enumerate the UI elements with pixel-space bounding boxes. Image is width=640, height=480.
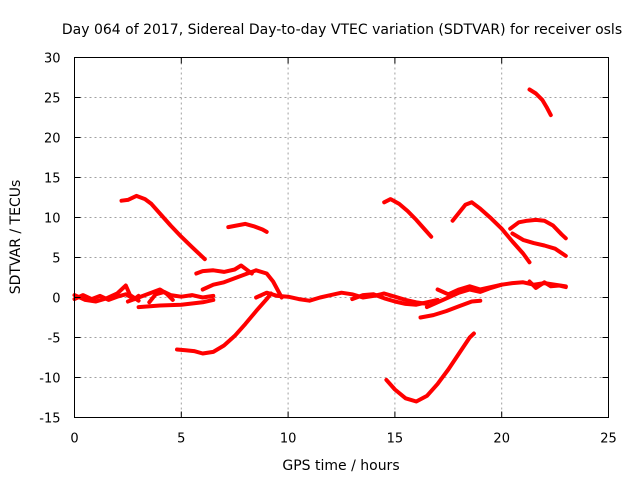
series-track-seg-11: [254, 290, 429, 306]
x-tick-label: 0: [70, 432, 78, 447]
x-tick-label: 15: [387, 432, 404, 447]
series-track-seg-05: [147, 289, 216, 305]
tick-layer: 0 5 10 15 20 25 -15 -10 -5 0 5 10 15 20 25 30: [39, 52, 617, 447]
series-layer: [72, 87, 568, 404]
series-track-seg-07: [194, 263, 254, 276]
series-track-seg-15: [418, 298, 483, 320]
series-track-seg-08: [200, 268, 284, 300]
plot-frame: [74, 57, 609, 418]
series-track-seg-14: [384, 331, 476, 404]
x-tick-label: 5: [177, 432, 185, 447]
series-track-seg-04: [136, 297, 216, 310]
series-track-seg-18: [450, 200, 532, 265]
series-track-seg-20: [508, 217, 568, 241]
series-track-seg-22: [527, 87, 553, 118]
y-tick-label: -10: [39, 372, 60, 387]
x-tick-label: 20: [493, 432, 510, 447]
series-track-seg-09: [226, 221, 269, 234]
y-tick-label: 5: [52, 252, 60, 267]
series-track-seg-21: [527, 279, 568, 290]
y-tick-label: -5: [48, 332, 61, 347]
series-track-seg-12: [350, 292, 440, 307]
grid-layer: [74, 57, 609, 418]
series-track-seg-17: [435, 282, 504, 297]
y-tick-label: 20: [44, 132, 61, 147]
x-tick-label: 10: [280, 432, 297, 447]
series-track-seg-19: [510, 231, 568, 258]
y-tick-label: 15: [44, 172, 61, 187]
series-track-seg-13: [382, 197, 434, 239]
x-axis-label: GPS time / hours: [282, 458, 399, 474]
y-tick-label: 30: [44, 52, 61, 67]
y-tick-label: 25: [44, 92, 61, 107]
series-track-seg-06: [119, 193, 207, 262]
y-tick-label: 0: [52, 292, 60, 307]
chart-title: Day 064 of 2017, Sidereal Day-to-day VTE…: [62, 22, 622, 38]
series-track-seg-02: [72, 283, 141, 304]
y-tick-label: -15: [39, 412, 60, 427]
y-tick-label: 10: [44, 212, 61, 227]
x-tick-label: 25: [600, 432, 617, 447]
y-axis-label: SDTVAR / TECUs: [8, 180, 24, 295]
series-track-seg-10: [175, 291, 273, 356]
